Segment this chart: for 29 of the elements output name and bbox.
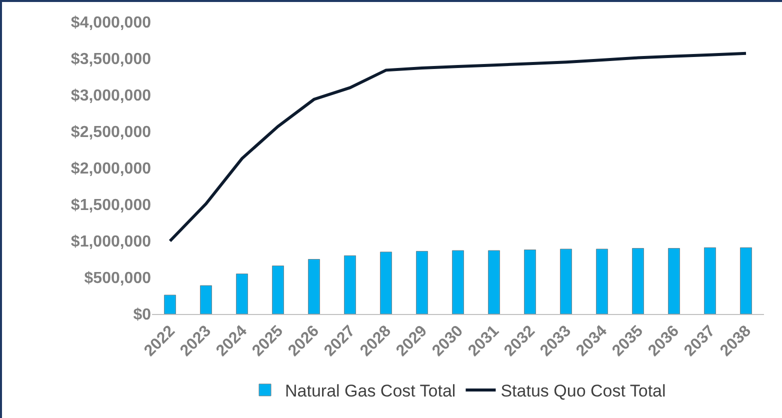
bar [236, 274, 248, 314]
y-tick-label: $3,500,000 [70, 51, 152, 68]
legend-label: Status Quo Cost Total [500, 382, 666, 401]
bar [200, 285, 212, 314]
bar [308, 259, 320, 314]
bar [452, 250, 464, 314]
y-tick-label: $1,500,000 [70, 197, 152, 214]
bar [272, 266, 284, 314]
bar [632, 248, 644, 314]
y-tick-label: $4,000,000 [70, 14, 152, 32]
bar [740, 247, 752, 314]
y-tick-label: $3,000,000 [70, 88, 152, 105]
bar [380, 252, 392, 314]
y-tick-label: $2,000,000 [70, 160, 152, 178]
bar [164, 294, 176, 314]
y-tick-label: $1,000,000 [70, 234, 152, 251]
y-tick-label: $0 [133, 306, 152, 324]
bar [524, 250, 536, 314]
bar [416, 250, 428, 314]
y-tick-label: $2,500,000 [70, 124, 152, 142]
bar [344, 255, 356, 314]
bar [704, 247, 716, 314]
y-tick-label: $500,000 [84, 270, 152, 288]
bar [596, 248, 608, 314]
line-series [168, 52, 748, 242]
bar [668, 248, 680, 314]
bar [560, 248, 572, 314]
bar [488, 250, 500, 314]
legend-label: Natural Gas Cost Total [285, 382, 456, 401]
